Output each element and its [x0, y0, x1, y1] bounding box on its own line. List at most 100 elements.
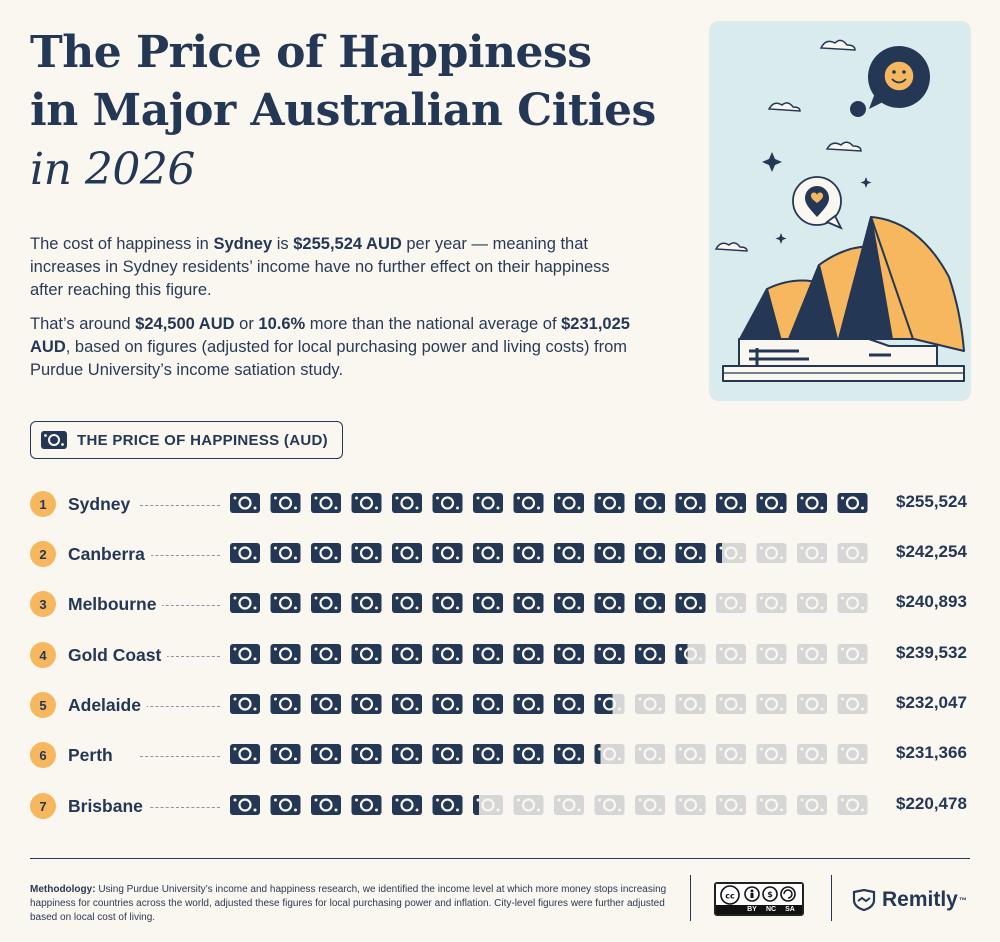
banknote-icon: [675, 795, 706, 815]
banknote-icon: [392, 744, 422, 764]
svg-text:$: $: [767, 890, 773, 899]
banknote-icon: [837, 795, 868, 815]
value-label: $231,366: [896, 743, 967, 762]
banknote-icon: [432, 493, 463, 513]
banknote-icon: [311, 795, 341, 815]
banknote-icon: [594, 644, 625, 664]
banknote-icon: [716, 795, 746, 815]
value-label: $240,893: [896, 592, 967, 611]
bar-icons: [230, 644, 868, 664]
banknote-icon: [473, 744, 503, 764]
city-label: Melbourne: [68, 592, 163, 616]
chart-row: 1 Sydney $255,524: [30, 489, 980, 519]
p2-run-1: $24,500 AUD: [135, 315, 235, 333]
banknote-icon: [594, 694, 625, 714]
rank-badge: 1: [30, 491, 56, 517]
banknote-icon: [675, 744, 706, 764]
remitly-logo: Remitly ™: [852, 888, 967, 912]
banknote-icon: [756, 694, 787, 714]
banknote-icon: [716, 644, 746, 664]
bar-icons: [230, 795, 868, 815]
banknote-icon: [797, 644, 827, 664]
banknote-icon: [756, 795, 787, 815]
banknote-icon: [311, 694, 341, 714]
leader-dots: [140, 505, 220, 506]
legend-label: THE PRICE OF HAPPINESS (AUD): [77, 431, 328, 449]
title-line-3: in 2026: [30, 144, 195, 195]
bar-icons: [230, 694, 868, 714]
p1-run-3: $255,524 AUD: [293, 235, 402, 253]
banknote-icon: [675, 493, 706, 513]
city-label: Perth: [68, 743, 119, 767]
banknote-icon: [351, 744, 382, 764]
banknote-icon: [473, 543, 503, 563]
banknote-icon: [797, 543, 827, 563]
banknote-icon: [230, 593, 260, 613]
bar-icons: [230, 593, 868, 613]
cloud-icon: [714, 39, 862, 252]
banknote-icon: [473, 694, 503, 714]
banknote-icon: [635, 795, 665, 815]
banknote-icon: [432, 644, 463, 664]
title-line-2: in Major Australian Cities: [30, 85, 656, 136]
banknote-icon: [513, 644, 544, 664]
banknote-icon: [513, 694, 544, 714]
chart-row: 2 Canberra $242,254: [30, 539, 980, 569]
banknote-icon: [756, 493, 787, 513]
banknote-icon: [351, 593, 382, 613]
banknote-icon: [837, 744, 868, 764]
cc-sa-label: SA: [785, 906, 795, 913]
p1-run-0: The cost of happiness in: [30, 235, 214, 253]
banknote-icon: [513, 744, 544, 764]
banknote-icon: [351, 694, 382, 714]
banknote-icon: [392, 493, 422, 513]
banknote-icon: [351, 543, 382, 563]
banknote-icon: [635, 593, 665, 613]
banknote-icon: [675, 694, 706, 714]
banknote-icon: [635, 744, 665, 764]
leader-dots: [140, 656, 220, 657]
banknote-icon: [432, 543, 463, 563]
leader-dots: [140, 807, 220, 808]
chart-row: 4 Gold Coast $239,532: [30, 640, 980, 670]
chart-row: 7 Brisbane $220,478: [30, 791, 980, 821]
banknote-icon: [230, 644, 260, 664]
p2-run-3: 10.6%: [258, 315, 306, 333]
smiley-bubble-icon: [850, 46, 930, 117]
banknote-icon: [756, 744, 787, 764]
banknote-icon: [594, 593, 625, 613]
city-label: Brisbane: [68, 794, 149, 818]
value-label: $220,478: [896, 794, 967, 813]
chart-legend: THE PRICE OF HAPPINESS (AUD): [30, 421, 343, 459]
banknote-icon: [230, 744, 260, 764]
banknote-icon: [392, 543, 422, 563]
banknote-icon: [432, 744, 463, 764]
sa-icon: [780, 886, 796, 902]
banknote-icon: [675, 644, 706, 664]
banknote-icon: [554, 543, 584, 563]
banknote-icon: [351, 644, 382, 664]
banknote-icon: [311, 744, 341, 764]
banknote-icon: [513, 795, 544, 815]
p2-run-2: or: [234, 315, 259, 333]
banknote-icon: [473, 493, 503, 513]
value-label: $255,524: [896, 492, 967, 511]
banknote-icon: [311, 593, 341, 613]
intro-text: The cost of happiness in Sydney is $255,…: [30, 233, 630, 393]
banknote-icon: [513, 493, 544, 513]
p1-run-2: is: [272, 235, 294, 253]
banknote-icon: [230, 493, 260, 513]
banknote-icon: [837, 493, 868, 513]
opera-house-illustration: [709, 21, 971, 401]
banknote-icon: [270, 543, 301, 563]
methodology-label: Methodology:: [30, 884, 96, 895]
banknote-icon: [716, 593, 746, 613]
cc-icon: [720, 885, 740, 905]
intro-paragraph-1: The cost of happiness in Sydney is $255,…: [30, 233, 630, 302]
banknote-icon: [432, 795, 463, 815]
p1-run-4: per year — meaning that increases in Syd…: [30, 235, 610, 299]
banknote-icon: [594, 744, 625, 764]
p2-run-0: That’s around: [30, 315, 136, 333]
banknote-icon: [554, 795, 584, 815]
rank-badge: 5: [30, 692, 56, 718]
